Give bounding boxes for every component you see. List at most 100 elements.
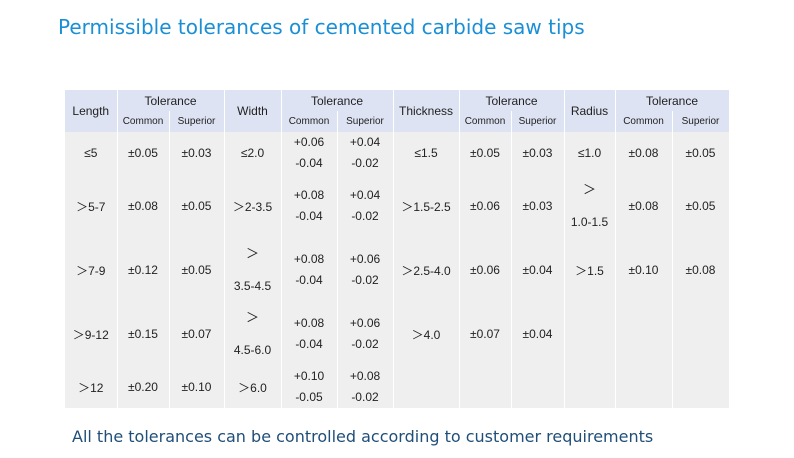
radius-cell: ≤1.0	[564, 132, 616, 174]
header-width-tolerance: Tolerance	[281, 90, 394, 111]
lower-value: -0.02	[351, 156, 379, 170]
upper-value: +0.08	[293, 316, 325, 330]
length-common-cell: ±0.08	[117, 174, 170, 238]
width-common-cell: +0.10 -0.05	[281, 366, 338, 408]
thickness-cell: ≤1.5	[393, 132, 460, 174]
radius-cell: ＞ 1.0-1.5	[564, 174, 616, 238]
width-cell: ＞ 3.5-4.5	[224, 238, 282, 302]
header-radius-superior: Superior	[672, 111, 730, 132]
table-row: ＞7-9 ±0.12 ±0.05 ＞ 3.5-4.5 +0.08 -0.04 +0.…	[65, 238, 730, 302]
header-thickness-tolerance: Tolerance	[459, 90, 565, 111]
length-cell: ＞5-7	[65, 174, 118, 238]
radius-superior-cell: ±0.05	[672, 132, 730, 174]
length-common-cell: ±0.15	[117, 302, 170, 366]
thickness-cell	[393, 366, 460, 408]
lower-value: -0.04	[295, 156, 323, 170]
radius-common-cell: ±0.08	[615, 174, 673, 238]
table-header-row: Length Tolerance Width Tolerance Thickne…	[65, 90, 730, 132]
header-thickness-superior: Superior	[511, 111, 565, 132]
thickness-common-cell: ±0.07	[459, 302, 512, 366]
upper-value: +0.08	[293, 252, 325, 266]
lower-value: -0.02	[351, 273, 379, 287]
header-radius-common: Common	[615, 111, 673, 132]
width-cell: ＞6.0	[224, 366, 282, 408]
upper-value: +0.06	[349, 316, 381, 330]
thickness-common-cell	[459, 366, 512, 408]
width-common-cell: +0.08 -0.04	[281, 302, 338, 366]
radius-common-cell	[615, 366, 673, 408]
radius-superior-cell	[672, 366, 730, 408]
radius-common-cell: ±0.08	[615, 132, 673, 174]
upper-value: +0.04	[349, 188, 381, 202]
radius-superior-cell	[672, 302, 730, 366]
width-common-cell: +0.06 -0.04	[281, 132, 338, 174]
header-thickness-common: Common	[459, 111, 512, 132]
upper-value: +0.10	[293, 369, 325, 383]
thickness-common-cell: ±0.06	[459, 238, 512, 302]
radius-superior-cell: ±0.05	[672, 174, 730, 238]
lower-value: -0.04	[295, 209, 323, 223]
table-row: ＞9-12 ±0.15 ±0.07 ＞ 4.5-6.0 +0.08 -0.04 +0…	[65, 302, 730, 366]
width-superior-cell: +0.06 -0.02	[337, 238, 394, 302]
lower-value: -0.02	[351, 337, 379, 351]
thickness-superior-cell: ±0.04	[511, 238, 565, 302]
header-radius: Radius	[564, 90, 616, 132]
radius-prefix: ＞	[582, 182, 596, 197]
length-superior-cell: ±0.07	[169, 302, 225, 366]
thickness-common-cell: ±0.06	[459, 174, 512, 238]
width-superior-cell: +0.04 -0.02	[337, 132, 394, 174]
length-cell: ≤5	[65, 132, 118, 174]
radius-common-cell: ±0.10	[615, 238, 673, 302]
footer-note: All the tolerances can be controlled acc…	[72, 427, 654, 446]
thickness-common-cell: ±0.05	[459, 132, 512, 174]
upper-value: +0.08	[293, 188, 325, 202]
width-cell: ＞2-3.5	[224, 174, 282, 238]
upper-value: +0.08	[349, 369, 381, 383]
thickness-superior-cell: ±0.03	[511, 174, 565, 238]
width-range: 3.5-4.5	[233, 279, 272, 293]
table-row: ＞12 ±0.20 ±0.10 ＞6.0 +0.10 -0.05 +0.08 -0.…	[65, 366, 730, 408]
table-row: ≤5 ±0.05 ±0.03 ≤2.0 +0.06 -0.04 +0.04 -0.0…	[65, 132, 730, 174]
lower-value: -0.04	[295, 337, 323, 351]
length-common-cell: ±0.12	[117, 238, 170, 302]
thickness-superior-cell: ±0.04	[511, 302, 565, 366]
radius-superior-cell: ±0.08	[672, 238, 730, 302]
width-prefix: ＞	[245, 310, 259, 325]
length-common-cell: ±0.20	[117, 366, 170, 408]
upper-value: +0.04	[349, 135, 381, 149]
header-width-common: Common	[281, 111, 338, 132]
radius-range: 1.0-1.5	[570, 215, 609, 229]
length-common-cell: ±0.05	[117, 132, 170, 174]
length-superior-cell: ±0.10	[169, 366, 225, 408]
page-title: Permissible tolerances of cemented carbi…	[58, 15, 585, 39]
length-cell: ＞12	[65, 366, 118, 408]
width-cell: ＞ 4.5-6.0	[224, 302, 282, 366]
header-width: Width	[224, 90, 282, 132]
header-thickness: Thickness	[393, 90, 460, 132]
tolerance-table: Length Tolerance Width Tolerance Thickne…	[65, 90, 730, 408]
radius-cell	[564, 366, 616, 408]
header-length: Length	[65, 90, 118, 132]
upper-value: +0.06	[349, 252, 381, 266]
header-width-superior: Superior	[337, 111, 394, 132]
width-common-cell: +0.08 -0.04	[281, 174, 338, 238]
width-superior-cell: +0.08 -0.02	[337, 366, 394, 408]
thickness-superior-cell	[511, 366, 565, 408]
thickness-cell: ＞4.0	[393, 302, 460, 366]
length-cell: ＞9-12	[65, 302, 118, 366]
header-length-tolerance: Tolerance	[117, 90, 225, 111]
length-superior-cell: ±0.05	[169, 238, 225, 302]
table-subheader-row: Common Superior Common Superior Common S…	[65, 111, 730, 132]
thickness-cell: ＞2.5-4.0	[393, 238, 460, 302]
upper-value: +0.06	[293, 135, 325, 149]
lower-value: -0.02	[351, 390, 379, 404]
width-cell: ≤2.0	[224, 132, 282, 174]
lower-value: -0.04	[295, 273, 323, 287]
length-superior-cell: ±0.03	[169, 132, 225, 174]
width-range: 4.5-6.0	[233, 343, 272, 357]
width-superior-cell: +0.04 -0.02	[337, 174, 394, 238]
width-prefix: ＞	[245, 246, 259, 261]
thickness-superior-cell: ±0.03	[511, 132, 565, 174]
radius-common-cell	[615, 302, 673, 366]
width-superior-cell: +0.06 -0.02	[337, 302, 394, 366]
